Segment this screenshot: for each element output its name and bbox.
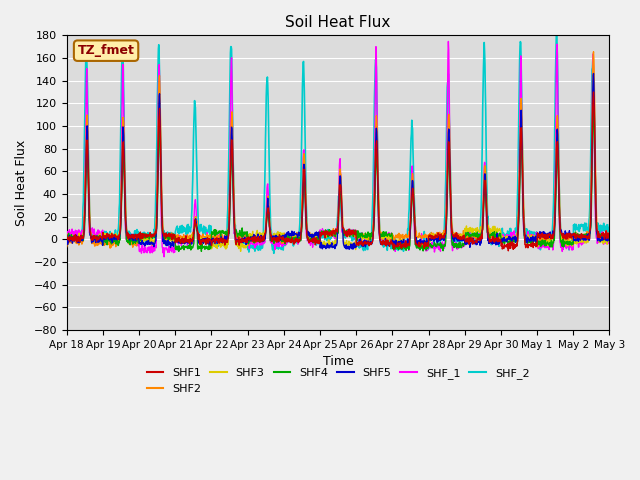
SHF5	[605, 234, 613, 240]
Legend: SHF1, SHF2, SHF3, SHF4, SHF5, SHF_1, SHF_2: SHF1, SHF2, SHF3, SHF4, SHF5, SHF_1, SHF…	[142, 364, 534, 398]
SHF1	[589, 89, 597, 95]
SHF_1	[184, 238, 191, 244]
SHF1	[422, 240, 430, 246]
SHF_1	[160, 254, 168, 260]
Line: SHF4: SHF4	[67, 108, 609, 252]
Line: SHF2: SHF2	[67, 52, 609, 248]
SHF1	[605, 234, 613, 240]
SHF5	[184, 240, 191, 246]
Text: TZ_fmet: TZ_fmet	[77, 44, 134, 57]
SHF4	[63, 236, 70, 241]
Line: SHF1: SHF1	[67, 92, 609, 251]
SHF5	[422, 236, 430, 241]
SHF_1	[422, 240, 430, 246]
SHF4	[589, 106, 597, 111]
SHF4	[422, 244, 430, 250]
SHF3	[244, 232, 252, 238]
SHF1	[244, 235, 252, 240]
SHF_2	[170, 232, 178, 238]
SHF2	[184, 233, 191, 239]
SHF5	[346, 246, 353, 252]
SHF3	[170, 238, 178, 243]
SHF_2	[422, 242, 430, 248]
SHF_2	[270, 251, 278, 256]
Y-axis label: Soil Heat Flux: Soil Heat Flux	[15, 140, 28, 226]
SHF2	[541, 236, 549, 242]
SHF2	[244, 242, 252, 248]
SHF_2	[541, 240, 549, 246]
SHF4	[184, 246, 191, 252]
SHF5	[170, 239, 178, 245]
SHF1	[541, 232, 549, 238]
SHF_2	[63, 238, 70, 243]
SHF3	[237, 249, 244, 254]
SHF4	[541, 238, 549, 243]
SHF3	[493, 225, 501, 231]
SHF2	[422, 233, 430, 239]
SHF2	[605, 234, 613, 240]
SHF5	[541, 230, 549, 236]
SHF_1	[244, 241, 252, 247]
SHF2	[63, 244, 70, 250]
SHF1	[493, 238, 501, 243]
SHF4	[175, 249, 182, 254]
SHF2	[493, 233, 501, 239]
Line: SHF_2: SHF_2	[67, 29, 609, 253]
SHF_2	[553, 26, 561, 32]
SHF_2	[244, 244, 252, 250]
SHF2	[589, 49, 597, 55]
Title: Soil Heat Flux: Soil Heat Flux	[285, 15, 391, 30]
X-axis label: Time: Time	[323, 355, 353, 369]
SHF_1	[494, 233, 502, 239]
SHF4	[244, 241, 252, 247]
SHF1	[504, 248, 512, 254]
SHF5	[493, 239, 501, 245]
Line: SHF5: SHF5	[67, 73, 609, 249]
SHF3	[605, 237, 613, 242]
SHF_2	[605, 222, 613, 228]
SHF_1	[605, 240, 613, 246]
SHF_1	[542, 244, 550, 250]
SHF_1	[63, 230, 70, 236]
SHF4	[170, 236, 178, 241]
SHF3	[63, 231, 70, 237]
Line: SHF_1: SHF_1	[67, 41, 609, 257]
SHF1	[184, 237, 191, 242]
SHF3	[541, 240, 549, 246]
SHF_1	[445, 38, 452, 44]
Line: SHF3: SHF3	[67, 81, 609, 252]
SHF3	[589, 78, 597, 84]
SHF1	[63, 232, 70, 238]
SHF4	[493, 231, 501, 237]
SHF4	[605, 233, 613, 239]
SHF2	[106, 245, 114, 251]
SHF2	[171, 233, 179, 239]
SHF5	[244, 235, 252, 241]
SHF_2	[493, 236, 501, 242]
SHF5	[63, 236, 70, 241]
SHF_2	[184, 222, 191, 228]
SHF1	[170, 233, 178, 239]
SHF3	[184, 239, 191, 244]
SHF_1	[171, 250, 179, 255]
SHF5	[589, 71, 597, 76]
SHF3	[422, 240, 430, 245]
